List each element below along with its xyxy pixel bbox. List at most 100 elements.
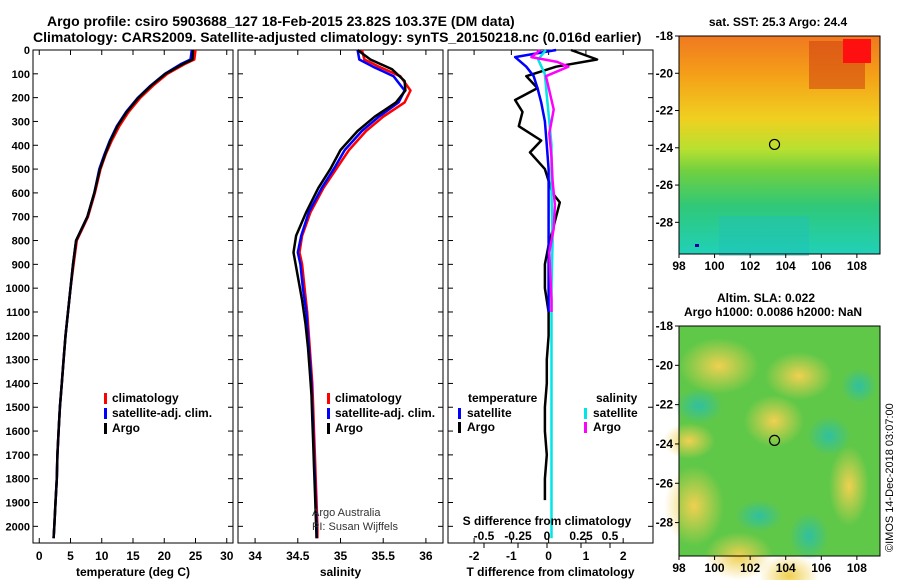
sla_map-ytick-label: -22 [656, 398, 674, 412]
credit-label: ©IMOS 14-Dec-2018 03:07:00 [884, 403, 896, 552]
sst_map-xtick-label: 108 [847, 259, 867, 273]
salinity-series-2 [292, 48, 407, 539]
temperature-xtick-label: 15 [126, 549, 140, 563]
temperature-ytick-label: 300 [12, 116, 30, 128]
sla_map-ytick-label: -26 [656, 476, 674, 490]
temperature-xtick-label: 25 [189, 549, 203, 563]
sst_map-xtick-label: 100 [705, 259, 725, 273]
sla_map: -18 -20 -22 -24 -26 -28 98 100 102 104 106 108 Altim… [656, 291, 881, 585]
sla_map-frame [678, 325, 881, 557]
title-line-2: Climatology: CARS2009. Satellite-adjuste… [33, 29, 641, 45]
salinity-legend-label: Argo [335, 421, 363, 435]
sla-high-blob [663, 423, 715, 459]
sst_map-xtick-label: 106 [811, 259, 831, 273]
sla-low-blob [789, 512, 829, 560]
temperature-ytick-label: 500 [12, 164, 30, 176]
title-line-1: Argo profile: csiro 5903688_127 18-Feb-2… [47, 13, 515, 29]
plots-layer: 0100200300400500600700800900100011001200… [6, 15, 881, 585]
salinity-xlabel: salinity [320, 565, 362, 579]
sla_map-xtick-label: 102 [740, 561, 760, 575]
difference-xtick-label: -2 [469, 549, 480, 563]
s-tick-label: 0.25 [569, 529, 593, 543]
salinity-chart: 34 34.5 35 35.5 36 salinity climatologysatelli… [237, 48, 444, 579]
sla-high-blob [744, 395, 804, 447]
difference-legend-label: satellite [467, 406, 512, 420]
temperature-series-2 [52, 49, 195, 539]
sst_map-frame [678, 35, 881, 255]
temperature-ytick-label: 1600 [6, 426, 30, 438]
sla_map-xtick-label: 106 [811, 561, 831, 575]
temperature-ytick-label: 1300 [6, 355, 30, 367]
s-tick-label: 0.5 [602, 529, 619, 543]
temperature-chart: 0100200300400500600700800900100011001200… [6, 45, 234, 579]
temperature-legend-swatch [104, 423, 107, 434]
sla-map-title-2: Argo h1000: 0.0086 h2000: NaN [684, 305, 862, 319]
sst-cool-patch [719, 216, 809, 256]
temperature-ytick-label: 1200 [6, 331, 30, 343]
sla-high-blob [679, 338, 759, 394]
sla-high-blob [829, 446, 869, 526]
difference-legend-label: Argo [593, 420, 621, 434]
temperature-ytick-label: 1000 [6, 283, 30, 295]
sst_map-xtick-label: 98 [672, 259, 686, 273]
difference-chart: -2 -1 0 1 2 T difference from climatology temp… [447, 48, 654, 579]
sst_map-ytick-label: -24 [656, 141, 674, 155]
temperature-legend-label: Argo [112, 421, 140, 435]
legend-salinity-title: salinity [596, 391, 638, 405]
salinity-xtick-label: 34 [248, 549, 262, 563]
s-tick-label: -0.25 [504, 529, 532, 543]
sst-hot-patch [843, 39, 871, 63]
sla-low-blob [735, 500, 783, 532]
sla_map-ytick-label: -28 [656, 516, 674, 530]
s-tick-label: 0 [544, 529, 551, 543]
difference-series-0 [513, 48, 599, 501]
sla_map-ytick-label: -24 [656, 437, 674, 451]
sst-map-title: sat. SST: 25.3 Argo: 24.4 [709, 15, 848, 29]
sla_map-xtick-label: 108 [847, 561, 867, 575]
temperature-ytick-label: 1700 [6, 450, 30, 462]
temperature-ytick-label: 1500 [6, 402, 30, 414]
temperature-xlabel: temperature (deg C) [76, 565, 190, 579]
difference-xtick-label: 2 [620, 549, 627, 563]
difference-legend-swatch [584, 408, 587, 419]
temperature-ytick-label: 800 [12, 236, 30, 248]
temperature-xtick-label: 5 [67, 549, 74, 563]
temperature-xtick-label: 20 [158, 549, 172, 563]
salinity-xtick-label: 35 [334, 549, 348, 563]
temperature-ytick-label: 0 [24, 45, 30, 57]
sst_map-xtick-label: 104 [776, 259, 796, 273]
temperature-ytick-label: 200 [12, 93, 30, 105]
difference-xlabel: T difference from climatology [466, 565, 634, 579]
sst_map-ytick-label: -26 [656, 178, 674, 192]
temperature-ytick-label: 100 [12, 69, 30, 81]
annotation-line-1: Argo Australia [312, 507, 381, 519]
difference-xtick-label: -1 [506, 549, 517, 563]
sla_map-xtick-label: 98 [672, 561, 686, 575]
temperature-ytick-label: 700 [12, 212, 30, 224]
sla-high-blob [759, 554, 819, 585]
temperature-legend-swatch [104, 393, 107, 404]
temperature-ytick-label: 1800 [6, 474, 30, 486]
temperature-xtick-label: 0 [36, 549, 43, 563]
sla-low-blob [841, 368, 877, 404]
temperature-ytick-label: 600 [12, 188, 30, 200]
top-xlabel: S difference from climatology [463, 514, 632, 528]
temperature-legend-label: satellite-adj. clim. [112, 406, 212, 420]
difference-legend-swatch [458, 422, 461, 433]
difference-xtick-label: 1 [583, 549, 590, 563]
sla-high-blob [765, 352, 833, 400]
sla-low-blob [675, 388, 723, 424]
salinity-legend-swatch [327, 423, 330, 434]
temperature-ytick-label: 2000 [6, 521, 30, 533]
difference-legend-label: Argo [467, 420, 495, 434]
temperature-ytick-label: 1400 [6, 378, 30, 390]
temperature-ytick-label: 1100 [6, 307, 30, 319]
legend-temperature-title: temperature [468, 391, 538, 405]
temperature-legend-label: climatology [112, 391, 179, 405]
sst_map: -18 -20 -22 -24 -26 -28 98 100 102 104 106 108 sat. … [656, 15, 881, 273]
temperature-legend-swatch [104, 408, 107, 419]
sla_map-ytick-label: -20 [656, 358, 674, 372]
sla_map-float-marker [768, 434, 781, 447]
